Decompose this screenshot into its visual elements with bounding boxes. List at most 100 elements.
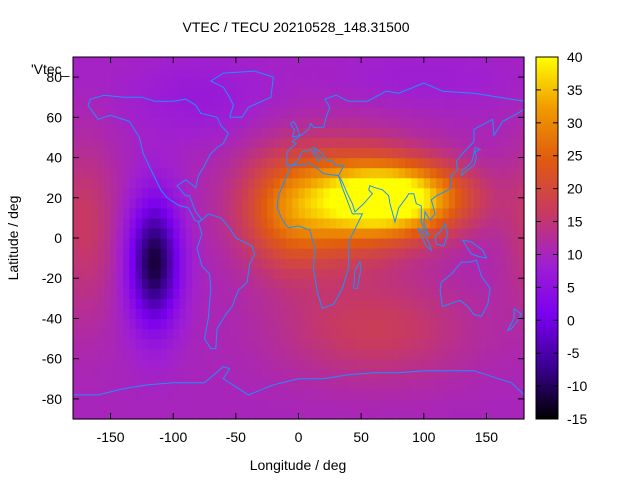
heatmap-cell: [173, 187, 181, 199]
heatmap-cell: [110, 177, 118, 189]
heatmap-cell: [298, 338, 306, 350]
heatmap-cell: [273, 107, 281, 118]
heatmap-cell: [329, 388, 337, 400]
heatmap-cell: [98, 378, 105, 390]
heatmap-cell: [292, 398, 300, 410]
heatmap-cell: [267, 97, 275, 108]
heatmap-cell: [423, 117, 431, 128]
heatmap-cell: [404, 278, 412, 289]
heatmap-cell: [430, 197, 437, 209]
heatmap-cell: [342, 318, 350, 330]
heatmap-cell: [285, 338, 293, 350]
heatmap-cell: [336, 97, 343, 108]
heatmap-cell: [511, 157, 519, 169]
heatmap-cell: [317, 167, 325, 179]
heatmap-cell: [192, 388, 199, 400]
heatmap-cell: [166, 67, 174, 78]
heatmap-cell: [248, 77, 256, 88]
heatmap-cell: [210, 57, 218, 68]
heatmap-cell: [154, 157, 162, 169]
coastline-new-guinea: [462, 239, 488, 259]
heatmap-cell: [304, 328, 312, 340]
heatmap-cell: [461, 217, 469, 229]
heatmap-cell: [386, 278, 394, 289]
heatmap-cell: [398, 328, 406, 340]
heatmap-cell: [110, 97, 118, 108]
heatmap-cell: [129, 97, 137, 108]
heatmap-cell: [311, 87, 318, 98]
heatmap-cell: [430, 117, 437, 128]
heatmap-cell: [317, 227, 325, 239]
heatmap-cell: [135, 328, 143, 340]
heatmap-cell: [229, 278, 237, 289]
heatmap-cell: [417, 328, 425, 340]
heatmap-cell: [386, 368, 394, 380]
heatmap-cell: [492, 238, 500, 249]
heatmap-cell: [154, 318, 162, 330]
heatmap-cell: [336, 57, 343, 68]
heatmap-cell: [116, 408, 124, 420]
heatmap-cell: [110, 57, 118, 68]
heatmap-cell: [423, 197, 431, 209]
heatmap-cell: [411, 378, 419, 390]
heatmap-cell: [498, 348, 506, 360]
heatmap-cell: [166, 127, 174, 139]
heatmap-cell: [148, 57, 156, 68]
heatmap-cell: [166, 408, 174, 420]
heatmap-cell: [498, 308, 506, 320]
heatmap-cell: [417, 348, 425, 360]
heatmap-cell: [386, 338, 394, 350]
heatmap-cell: [411, 217, 419, 229]
x-tick-label: 50: [353, 429, 369, 445]
heatmap-cell: [235, 187, 243, 199]
heatmap-cell: [298, 348, 306, 360]
heatmap-cell: [404, 57, 412, 68]
heatmap-cell: [486, 107, 494, 118]
heatmap-cell: [173, 117, 181, 128]
chart-title: VTEC / TECU 20210528_148.31500: [182, 19, 409, 35]
legend-key-label: 'Vtec_: [31, 61, 70, 77]
heatmap-cell: [273, 398, 281, 410]
heatmap-cell: [235, 57, 243, 68]
heatmap-cell: [229, 57, 237, 68]
heatmap-cell: [267, 248, 275, 259]
heatmap-cell: [373, 137, 381, 149]
colorbar-tick-label: 25: [567, 148, 583, 164]
heatmap-cell: [179, 127, 187, 139]
x-tick-label: 150: [475, 429, 499, 445]
heatmap-cell: [304, 358, 312, 370]
heatmap-cell: [91, 187, 99, 199]
heatmap-cell: [367, 398, 375, 410]
heatmap-cell: [135, 238, 143, 249]
heatmap-cell: [329, 408, 337, 420]
heatmap-cell: [192, 57, 199, 68]
heatmap-cell: [442, 328, 450, 340]
heatmap-cell: [110, 127, 118, 139]
heatmap-cell: [386, 348, 394, 360]
heatmap-cell: [210, 378, 218, 390]
heatmap-cell: [217, 238, 224, 249]
heatmap-cell: [373, 398, 381, 410]
heatmap-cell: [323, 187, 331, 199]
heatmap-cell: [242, 217, 249, 229]
heatmap-cell: [329, 197, 337, 209]
heatmap-cell: [279, 388, 287, 400]
heatmap-cell: [404, 238, 412, 249]
heatmap-cell: [467, 137, 475, 149]
heatmap-cell: [373, 248, 381, 259]
heatmap-cell: [392, 388, 400, 400]
heatmap-cell: [473, 328, 481, 340]
heatmap-cell: [285, 328, 293, 340]
heatmap-cell: [204, 368, 212, 380]
heatmap-cell: [473, 197, 481, 209]
heatmap-cell: [373, 67, 381, 78]
heatmap-cell: [248, 318, 256, 330]
heatmap-cell: [473, 217, 481, 229]
heatmap-cell: [91, 117, 99, 128]
heatmap-cell: [129, 338, 137, 350]
heatmap-cell: [448, 368, 456, 380]
heatmap-cell: [392, 97, 400, 108]
heatmap-cell: [367, 77, 375, 88]
heatmap-cell: [304, 97, 312, 108]
heatmap-cell: [110, 87, 118, 98]
